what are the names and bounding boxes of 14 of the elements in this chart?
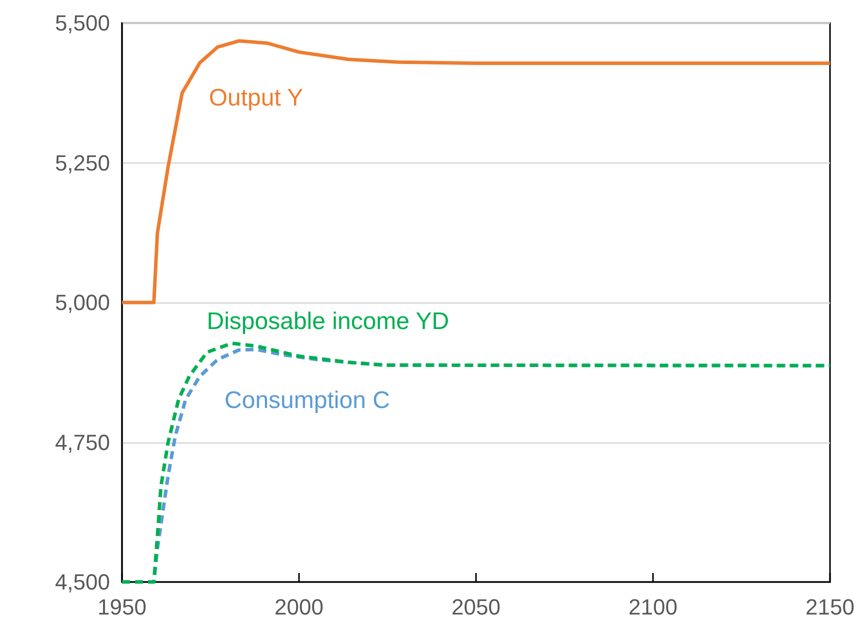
y-tick-label: 5,250 (54, 150, 110, 176)
x-tick-label: 2050 (452, 594, 500, 620)
series-label: Consumption C (224, 386, 390, 414)
line-series (120, 39, 832, 304)
x-tick-label: 2150 (806, 594, 854, 620)
series-label: Disposable income YD (206, 308, 450, 335)
x-tick-label: 2100 (628, 594, 678, 620)
y-tick-label: 4,500 (54, 570, 110, 594)
x-tick-label: 1950 (98, 594, 146, 620)
y-tick-label: 4,750 (54, 430, 110, 455)
y-tick-label: 5,500 (54, 10, 110, 36)
x-tick-label: 2000 (274, 594, 324, 620)
y-tick-label: 5,000 (54, 290, 110, 315)
series-label: Output Y (208, 84, 304, 112)
